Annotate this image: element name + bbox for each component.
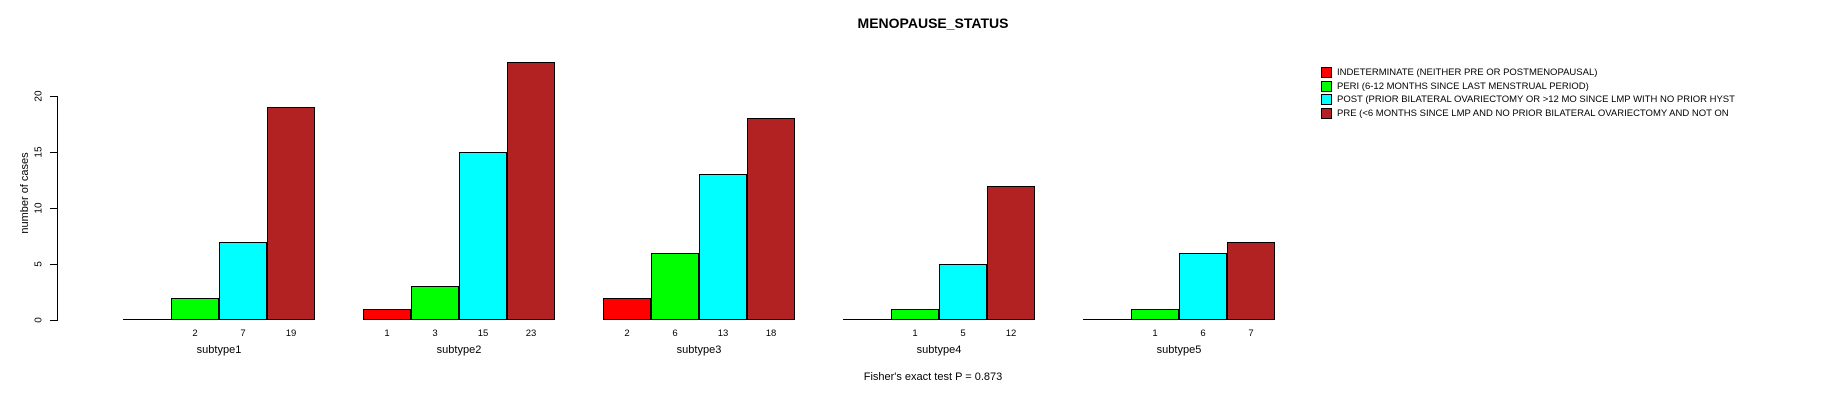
y-tick-mark [50,96,57,97]
legend-item: INDETERMINATE (NEITHER PRE OR POSTMENOPA… [1321,66,1735,80]
bar [411,286,459,320]
legend: INDETERMINATE (NEITHER PRE OR POSTMENOPA… [1321,66,1735,120]
bar [1131,309,1179,320]
bar-value-label: 6 [672,328,678,339]
legend-label: POST (PRIOR BILATERAL OVARIECTOMY OR >12… [1337,94,1735,106]
bar-value-label: 13 [717,328,729,339]
bar [267,107,315,320]
bar [123,319,171,320]
category-label: subtype3 [676,344,722,356]
y-tick-label: 5 [33,261,45,267]
category-label: subtype2 [436,344,482,356]
bar-value-label: 5 [960,328,966,339]
legend-swatch-icon [1321,67,1332,79]
bar-value-label: 18 [765,328,777,339]
bar-value-label: 3 [432,328,438,339]
bar [363,309,411,320]
y-tick-label: 20 [33,90,45,102]
legend-swatch-icon [1321,107,1332,119]
y-tick-label: 15 [33,146,45,158]
legend-item: PRE (<6 MONTHS SINCE LMP AND NO PRIOR BI… [1321,107,1735,121]
bar-value-label: 1 [912,328,918,339]
legend-label: INDETERMINATE (NEITHER PRE OR POSTMENOPA… [1337,67,1598,79]
category-label: subtype5 [1156,344,1202,356]
bar-value-label: 6 [1200,328,1206,339]
chart-title: MENOPAUSE_STATUS [857,15,1009,31]
bar [651,253,699,320]
fisher-test-annotation: Fisher's exact test P = 0.873 [863,371,1003,383]
legend-label: PERI (6-12 MONTHS SINCE LAST MENSTRUAL P… [1337,80,1589,92]
y-axis-label: number of cases [19,152,31,234]
bar [219,242,267,320]
bar-value-label: 7 [1248,328,1254,339]
y-tick-label: 0 [33,317,45,323]
legend-swatch-icon [1321,80,1332,92]
y-tick-mark [50,152,57,153]
y-tick-mark [50,320,57,321]
bar-value-label: 23 [525,328,537,339]
bar [699,174,747,320]
bar-value-label: 19 [285,328,297,339]
y-tick-label: 10 [33,202,45,214]
bar-value-label: 2 [624,328,630,339]
bar [939,264,987,320]
legend-item: PERI (6-12 MONTHS SINCE LAST MENSTRUAL P… [1321,80,1735,94]
bar [843,319,891,320]
bar [1227,242,1275,320]
bar [1083,319,1131,320]
bar [891,309,939,320]
y-tick-mark [50,208,57,209]
y-tick-mark [50,264,57,265]
bar-value-label: 1 [1152,328,1158,339]
bar-value-label: 1 [384,328,390,339]
bar-value-label: 2 [192,328,198,339]
legend-swatch-icon [1321,94,1332,106]
bar [747,118,795,320]
category-label: subtype1 [196,344,242,356]
bar-value-label: 15 [477,328,489,339]
bar-value-label: 12 [1005,328,1017,339]
bar-value-label: 7 [240,328,246,339]
bar [1179,253,1227,320]
legend-label: PRE (<6 MONTHS SINCE LMP AND NO PRIOR BI… [1337,107,1729,119]
category-label: subtype4 [916,344,962,356]
bar [507,62,555,320]
bar [171,298,219,320]
bar [459,152,507,320]
legend-item: POST (PRIOR BILATERAL OVARIECTOMY OR >12… [1321,93,1735,107]
y-axis-line [57,96,58,321]
bar [603,298,651,320]
bar [987,186,1035,320]
